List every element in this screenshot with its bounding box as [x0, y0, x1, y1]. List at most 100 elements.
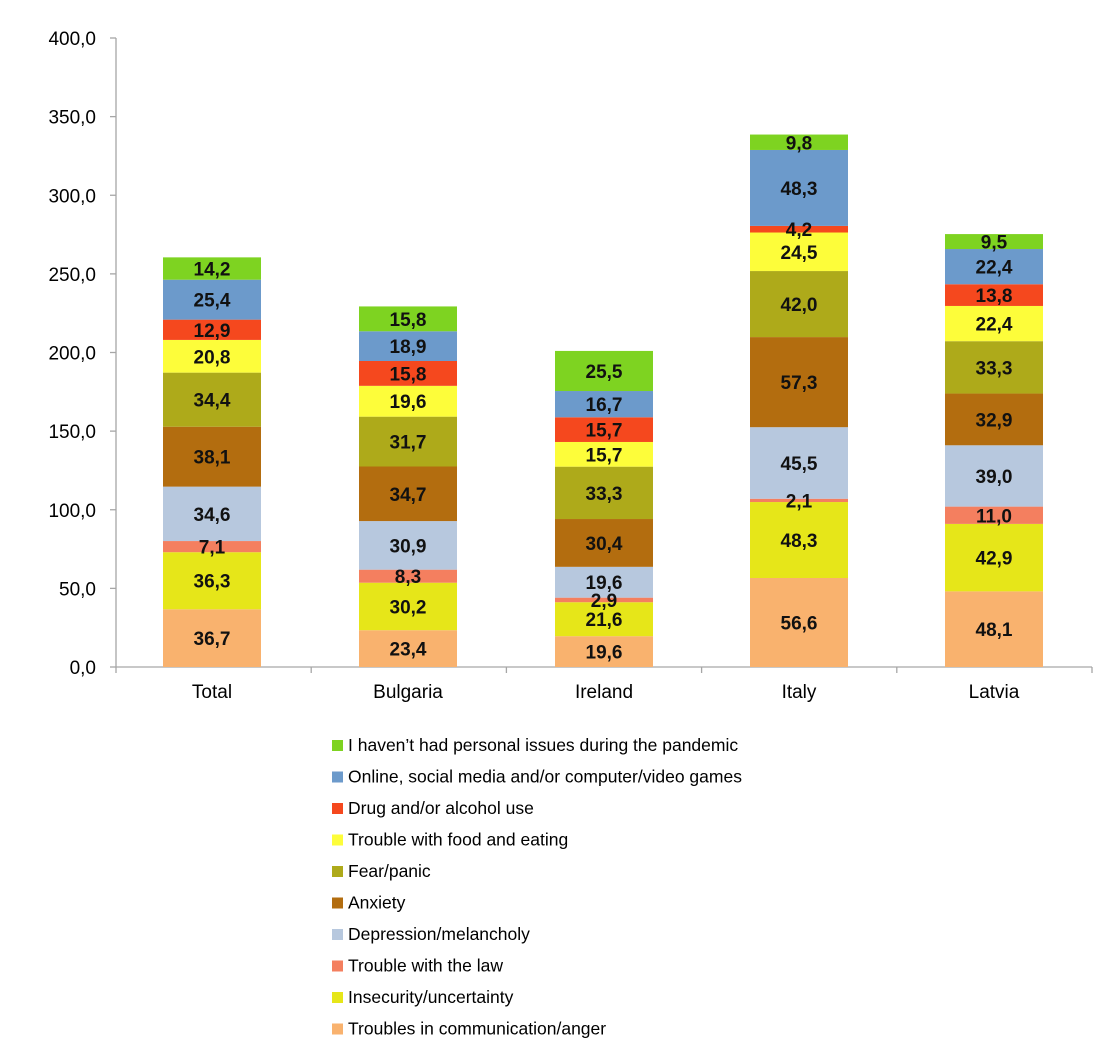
data-label: 25,5	[586, 362, 623, 383]
y-tick-label: 350,0	[48, 108, 96, 129]
data-label: 15,7	[586, 445, 623, 466]
bar-ireland-insecurity-uncertainty	[555, 602, 653, 637]
legend-item: Drug and/or alcohol use	[332, 798, 534, 818]
bar-bulgaria-troubles-in-communication-anger	[359, 630, 457, 667]
legend-label: Drug and/or alcohol use	[348, 798, 534, 818]
data-label: 48,1	[976, 620, 1013, 641]
data-label: 22,4	[976, 258, 1013, 279]
y-tick-label: 400,0	[48, 29, 96, 50]
bar-italy-trouble-with-the-law	[750, 498, 848, 503]
bar-total-troubles-in-communication-anger	[163, 609, 261, 667]
data-label: 33,3	[976, 358, 1013, 379]
data-label: 31,7	[390, 433, 427, 454]
data-label: 32,9	[976, 410, 1013, 431]
bar-latvia-online-social-media-and-or-computer-video-games	[945, 249, 1043, 285]
legend: I haven’t had personal issues during the…	[332, 735, 742, 1039]
x-tick-label: Ireland	[575, 682, 633, 703]
legend-label: Depression/melancholy	[348, 924, 530, 944]
data-label: 23,4	[390, 640, 427, 661]
legend-label: Fear/panic	[348, 861, 431, 881]
data-label: 56,6	[781, 613, 818, 634]
data-label: 30,4	[586, 534, 623, 555]
data-label: 30,2	[390, 597, 427, 618]
bar-total-depression-melancholy	[163, 486, 261, 542]
bar-italy-troubles-in-communication-anger	[750, 577, 848, 667]
y-tick-label: 50,0	[59, 579, 96, 600]
bar-italy-insecurity-uncertainty	[750, 502, 848, 578]
legend-label: Anxiety	[348, 893, 406, 913]
bar-total-insecurity-uncertainty	[163, 552, 261, 610]
legend-item: Trouble with food and eating	[332, 830, 568, 850]
bar-ireland-troubles-in-communication-anger	[555, 636, 653, 667]
legend-swatch	[332, 803, 343, 814]
legend-item: Insecurity/uncertainty	[332, 987, 514, 1007]
bar-total-trouble-with-food-and-eating	[163, 339, 261, 373]
y-tick-label: 150,0	[48, 422, 96, 443]
data-label: 22,4	[976, 315, 1013, 336]
legend-swatch	[332, 960, 343, 972]
data-label: 19,6	[586, 573, 623, 594]
bar-latvia-anxiety	[945, 393, 1043, 446]
data-label: 48,3	[781, 531, 818, 552]
bar-total-fear-panic	[163, 372, 261, 427]
data-label: 19,6	[390, 392, 427, 413]
y-tick-label: 100,0	[48, 501, 96, 522]
data-label: 34,6	[194, 505, 231, 526]
data-label: 21,6	[586, 610, 623, 631]
x-tick-label: Latvia	[969, 682, 1020, 703]
data-label: 57,3	[781, 373, 818, 394]
legend-item: Online, social media and/or computer/vid…	[332, 767, 742, 787]
y-tick-label: 250,0	[48, 265, 96, 286]
bar-latvia-drug-and-or-alcohol-use	[945, 284, 1043, 306]
bar-italy-drug-and-or-alcohol-use	[750, 225, 848, 233]
data-label: 48,3	[781, 179, 818, 200]
bar-bulgaria-online-social-media-and-or-computer-video-games	[359, 331, 457, 361]
bars	[163, 134, 1043, 667]
legend-label: Trouble with the law	[348, 956, 503, 976]
bar-bulgaria-i-haven-t-had-personal-issues-during-the-pandemic	[359, 306, 457, 332]
bar-latvia-troubles-in-communication-anger	[945, 591, 1043, 667]
data-label: 34,7	[390, 485, 427, 506]
bar-ireland-trouble-with-the-law	[555, 597, 653, 603]
data-label: 18,9	[390, 337, 427, 358]
data-label: 30,9	[390, 536, 427, 557]
bar-bulgaria-fear-panic	[359, 416, 457, 467]
data-label: 39,0	[976, 467, 1013, 488]
bar-italy-trouble-with-food-and-eating	[750, 232, 848, 272]
data-label: 33,3	[586, 484, 623, 505]
y-tick-label: 300,0	[48, 186, 96, 207]
legend-swatch	[332, 834, 343, 846]
legend-swatch	[332, 992, 343, 1003]
data-label: 25,4	[194, 291, 231, 312]
data-label: 16,7	[586, 395, 623, 416]
legend-swatch	[332, 897, 343, 909]
legend-item: Anxiety	[332, 893, 406, 913]
data-label: 15,8	[390, 364, 427, 385]
bar-latvia-trouble-with-food-and-eating	[945, 305, 1043, 342]
data-label: 2,1	[786, 491, 813, 512]
data-label: 9,8	[786, 133, 812, 154]
legend-item: Depression/melancholy	[332, 924, 530, 944]
legend-swatch	[332, 1023, 343, 1035]
data-label: 36,3	[194, 572, 231, 593]
data-labels: 36,7 36,3 7,1 34,6 38,1 34,4 20,8 12,9 25,4 14,2 2…	[194, 133, 1013, 663]
data-label: 45,5	[781, 454, 818, 475]
legend-item: I haven’t had personal issues during the…	[332, 735, 738, 755]
bar-ireland-fear-panic	[555, 466, 653, 520]
legend-swatch	[332, 740, 343, 751]
bar-bulgaria-trouble-with-the-law	[359, 569, 457, 583]
bar-total-i-haven-t-had-personal-issues-during-the-pandemic	[163, 257, 261, 280]
bar-latvia-trouble-with-the-law	[945, 506, 1043, 524]
legend-label: Online, social media and/or computer/vid…	[348, 767, 742, 787]
legend-label: Insecurity/uncertainty	[348, 987, 514, 1007]
legend-swatch	[332, 866, 343, 877]
bar-total-drug-and-or-alcohol-use	[163, 319, 261, 340]
y-tick-label: 0,0	[70, 658, 96, 679]
bar-italy-i-haven-t-had-personal-issues-during-the-pandemic	[750, 134, 848, 150]
y-tick-label: 200,0	[48, 344, 96, 365]
bar-latvia-depression-melancholy	[945, 445, 1043, 507]
data-label: 13,8	[976, 286, 1013, 307]
data-label: 15,7	[586, 421, 623, 442]
data-label: 34,4	[194, 391, 231, 412]
